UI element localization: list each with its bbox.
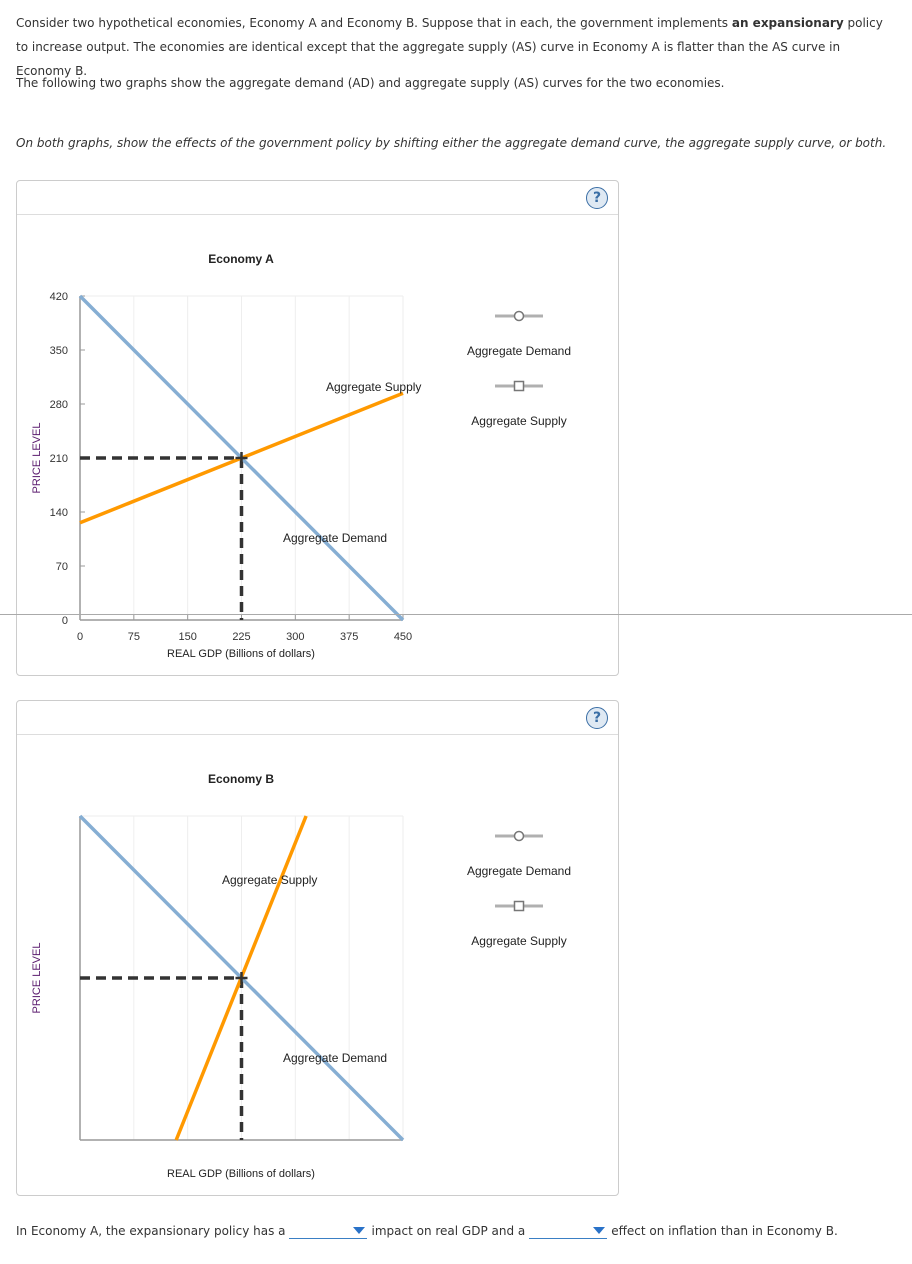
question-text-3: effect on inflation than in Economy B.	[611, 1223, 838, 1238]
panel-header-divider	[17, 734, 618, 735]
x-tick-label: 450	[394, 631, 412, 643]
question-text-1: In Economy A, the expansionary policy ha…	[16, 1223, 286, 1238]
intro-bold: an expansionary	[731, 16, 844, 30]
y-tick-label: 70	[56, 561, 68, 573]
aggregate-supply-label: Aggregate Supply	[222, 873, 317, 887]
y-tick-label: 0	[62, 615, 68, 627]
chart-economy-b[interactable]: Economy B REAL GDP (Billions of dollars) P…	[17, 701, 618, 1195]
graph-panel-economy-b: ? Economy B REAL GDP (Billions of dollars…	[16, 700, 619, 1196]
legend-aggregate-demand: Aggregate Demand	[467, 864, 571, 878]
y-tick-label: 350	[50, 345, 68, 357]
aggregate-demand-label: Aggregate Demand	[283, 1051, 387, 1065]
aggregate-supply-label: Aggregate Supply	[326, 380, 421, 394]
divider-line	[0, 614, 912, 615]
aggregate-demand-tool-circle-icon[interactable]	[513, 310, 525, 322]
y-tick-label: 140	[50, 507, 68, 519]
legend-aggregate-supply: Aggregate Supply	[471, 414, 566, 428]
aggregate-demand-tool-circle-icon[interactable]	[513, 830, 525, 842]
intro-paragraph: Consider two hypothetical economies, Eco…	[16, 11, 896, 83]
x-tick-label: 0	[77, 631, 83, 643]
equilibrium-point-marker	[235, 972, 248, 984]
x-axis-label: REAL GDP (Billions of dollars)	[167, 648, 315, 660]
instruction: On both graphs, show the effects of the …	[16, 136, 887, 150]
y-axis-label: PRICE LEVEL	[31, 943, 43, 1014]
legend-aggregate-demand: Aggregate Demand	[467, 344, 571, 358]
legend-aggregate-supply: Aggregate Supply	[471, 934, 566, 948]
intro-text: Consider two hypothetical economies, Eco…	[16, 16, 732, 30]
help-icon[interactable]: ?	[586, 707, 608, 729]
graph-panel-economy-a: ? 0 70 140 210 280 350 420 0 75 150 225 300 375 450 Ec…	[16, 180, 619, 676]
aggregate-supply-tool-square-icon[interactable]	[513, 380, 525, 392]
gdp-impact-dropdown[interactable]	[289, 1222, 368, 1239]
intro-text-2: policy to increase output. The economies…	[16, 16, 883, 78]
chart-title: Economy B	[208, 772, 274, 786]
y-axis-label: PRICE LEVEL	[31, 423, 43, 494]
x-tick-label: 225	[232, 631, 250, 643]
x-axis-label: REAL GDP (Billions of dollars)	[167, 1168, 315, 1180]
aggregate-demand-label: Aggregate Demand	[283, 531, 387, 545]
y-tick-label: 280	[50, 399, 68, 411]
question-sentence: In Economy A, the expansionary policy ha…	[16, 1222, 838, 1239]
x-tick-label: 300	[286, 631, 304, 643]
chart-economy-a[interactable]: 0 70 140 210 280 350 420 0 75 150 225 300 375 450 Econ…	[17, 181, 618, 675]
x-tick-label: 375	[340, 631, 358, 643]
equilibrium-point-marker	[235, 452, 248, 464]
question-text-2: impact on real GDP and a	[371, 1223, 526, 1238]
panel-header-divider	[17, 214, 618, 215]
inflation-effect-dropdown[interactable]	[529, 1222, 608, 1239]
intro-paragraph-2: The following two graphs show the aggreg…	[16, 76, 725, 90]
aggregate-supply-tool-square-icon[interactable]	[513, 900, 525, 912]
y-tick-label: 420	[50, 291, 68, 303]
x-tick-label: 75	[128, 631, 140, 643]
y-tick-label: 210	[50, 453, 68, 465]
x-tick-label: 150	[178, 631, 196, 643]
help-icon[interactable]: ?	[586, 187, 608, 209]
chart-title: Economy A	[208, 252, 274, 266]
